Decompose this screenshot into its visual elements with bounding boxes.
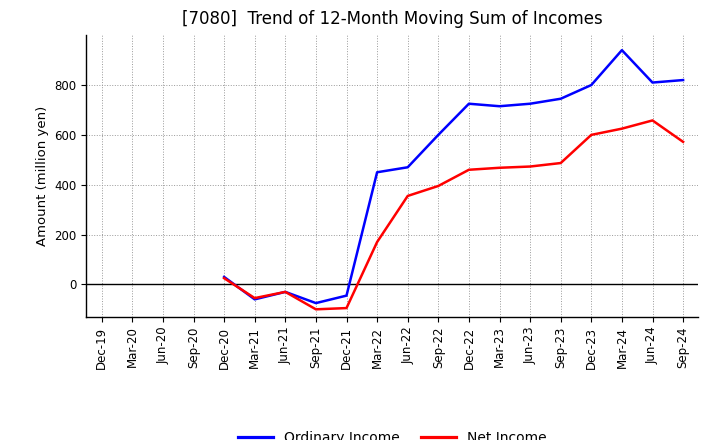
Y-axis label: Amount (million yen): Amount (million yen) — [36, 106, 49, 246]
Title: [7080]  Trend of 12-Month Moving Sum of Incomes: [7080] Trend of 12-Month Moving Sum of I… — [182, 10, 603, 28]
Legend: Ordinary Income, Net Income: Ordinary Income, Net Income — [233, 425, 552, 440]
